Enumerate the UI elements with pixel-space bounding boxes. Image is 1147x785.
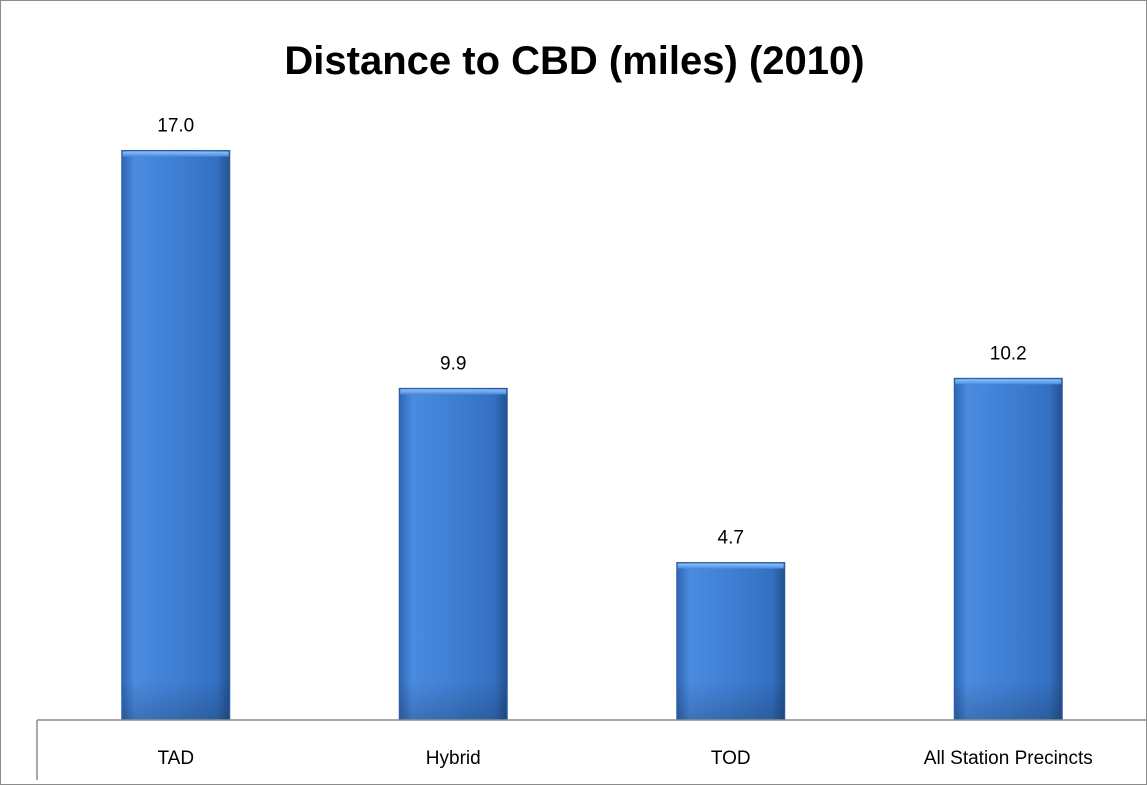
chart-title: Distance to CBD (miles) (2010) [284,39,865,83]
bar-bevel-top [677,563,784,569]
bar-all-station-precincts [953,377,1063,721]
data-label: 17.0 [157,116,194,137]
bar-bevel-top [955,379,1062,385]
bar-tad [121,150,231,721]
bar-bevel-bottom [400,680,507,720]
bar-bevel-bottom [677,680,784,720]
bar-bevel-top [400,389,507,395]
bar-body [398,387,508,721]
bar-bevel-bottom [955,680,1062,720]
x-tick-label: Hybrid [426,748,481,769]
x-tick-label: All Station Precincts [924,748,1093,769]
data-label: 10.2 [990,343,1027,364]
data-label: 9.9 [440,353,466,374]
x-tick-label: TAD [157,748,194,769]
bars-layer [121,150,1063,721]
bar-bevel-top [122,151,229,157]
data-label: 4.7 [718,528,744,549]
bar-bevel-bottom [122,680,229,720]
bar-hybrid [398,387,508,721]
bar-body [121,150,231,721]
labels-layer: 17.0 TAD 9.9 Hybrid 4.7 TOD 10.2 All Station Pr… [157,116,1092,770]
bar-body [953,377,1063,721]
x-tick-label: TOD [711,748,751,769]
bar-tod [676,562,786,721]
